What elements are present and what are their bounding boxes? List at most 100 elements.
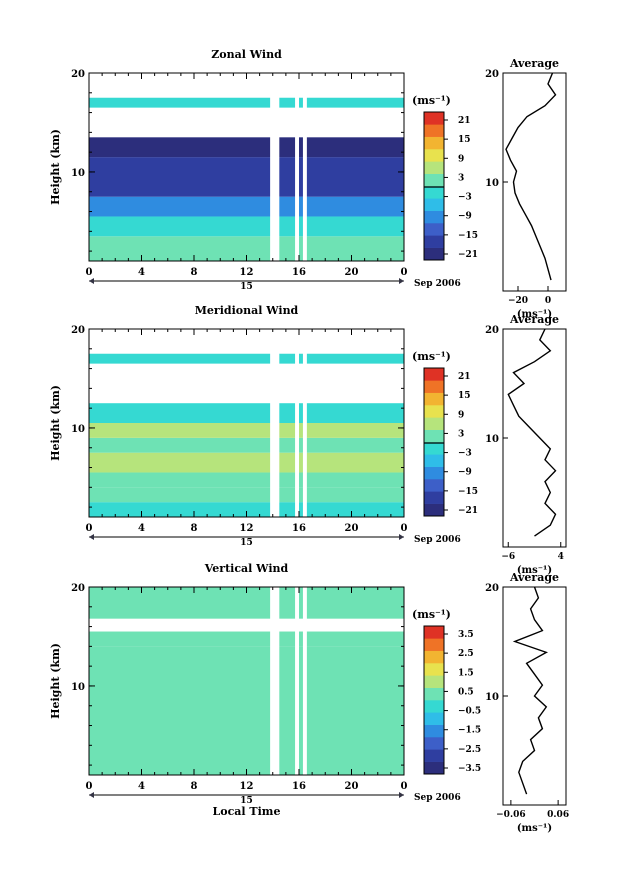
colorbar-tick-label: 9: [458, 410, 464, 420]
colorbar-unit-label: (ms⁻¹): [412, 350, 451, 363]
y-tick-label: 20: [71, 69, 85, 80]
x-tick-label: 20: [345, 523, 359, 534]
average-x-tick-label: 4: [558, 552, 564, 562]
data-gap: [302, 329, 307, 517]
colorbar-swatch: [424, 737, 444, 750]
colorbar-tick-label: 21: [458, 116, 471, 126]
y-tick-label: 20: [71, 583, 85, 594]
colorbar-swatch: [424, 112, 444, 125]
colorbar-swatch: [424, 161, 444, 174]
heatmap-layer: [89, 472, 404, 488]
panel-title: Vertical Wind: [204, 562, 289, 575]
data-gap: [302, 587, 307, 775]
y-axis-label: Height (km): [49, 129, 62, 205]
average-x-tick-label: −20: [508, 296, 528, 306]
average-x-axis-label: (ms⁻¹): [517, 823, 552, 834]
average-x-tick-label: 0.06: [547, 810, 569, 820]
colorbar-swatch: [424, 479, 444, 492]
colorbar-swatch: [424, 454, 444, 467]
colorbar-swatch: [424, 186, 444, 199]
x-tick-label: 20: [345, 267, 359, 278]
data-gap: [270, 329, 280, 517]
colorbar-swatch: [424, 442, 444, 455]
heatmap-layer: [89, 502, 404, 517]
heatmap-layer: [89, 137, 404, 158]
x-tick-label: 12: [240, 523, 254, 534]
day-label: 15: [240, 282, 253, 292]
colorbar-tick-label: 21: [458, 372, 471, 382]
colorbar-swatch: [424, 761, 444, 775]
x-tick-label: 16: [292, 781, 306, 792]
x-tick-label: 4: [138, 267, 145, 278]
colorbar-swatch: [424, 663, 444, 676]
y-tick-label: 20: [71, 325, 85, 336]
colorbar-swatch: [424, 235, 444, 248]
data-gap: [295, 73, 299, 261]
x-tick-label: 16: [292, 267, 306, 278]
y-tick-label: 10: [71, 168, 85, 179]
colorbar-tick-label: 9: [458, 154, 464, 164]
average-y-tick-label: 10: [485, 434, 499, 445]
colorbar-swatch: [424, 650, 444, 664]
colorbar-tick-label: −15: [458, 487, 478, 497]
colorbar-swatch: [424, 136, 444, 150]
y-tick-label: 10: [71, 682, 85, 693]
colorbar-swatch: [424, 368, 444, 381]
x-tick-label: 8: [191, 523, 198, 534]
day-label: 15: [240, 538, 253, 548]
date-label: Sep 2006: [414, 279, 461, 289]
average-title: Average: [509, 571, 559, 584]
panel-title: Zonal Wind: [211, 48, 282, 61]
colorbar-swatch: [424, 687, 444, 701]
x-tick-label: 0: [86, 781, 93, 792]
x-tick-label: 16: [292, 523, 306, 534]
average-y-tick-label: 10: [485, 178, 499, 189]
colorbar-swatch: [424, 749, 444, 762]
heatmap-layer: [89, 196, 404, 217]
colorbar-tick-label: −9: [458, 212, 472, 222]
x-tick-label: 0: [401, 523, 408, 534]
average-x-axis-label: (ms⁻¹): [517, 309, 552, 320]
average-x-tick-label: −0.06: [496, 810, 525, 820]
x-tick-label: 0: [401, 781, 408, 792]
heatmap-layer: [89, 403, 404, 423]
data-gap: [270, 73, 280, 261]
colorbar-tick-label: −15: [458, 231, 478, 241]
x-tick-label: 0: [86, 267, 93, 278]
colorbar-tick-label: −21: [458, 250, 478, 260]
colorbar-swatch: [424, 466, 444, 480]
colorbar-swatch: [424, 392, 444, 406]
colorbar-swatch: [424, 724, 444, 738]
x-tick-label: 8: [191, 267, 198, 278]
colorbar-swatch: [424, 429, 444, 443]
y-axis-label: Height (km): [49, 643, 62, 719]
colorbar-swatch: [424, 247, 444, 261]
colorbar-swatch: [424, 712, 444, 725]
colorbar-tick-label: −21: [458, 506, 478, 516]
colorbar-swatch: [424, 417, 444, 430]
colorbar-tick-label: 15: [458, 391, 471, 401]
average-x-tick-label: 0: [545, 296, 551, 306]
colorbar-tick-label: 3.5: [458, 630, 474, 640]
colorbar-swatch: [424, 638, 444, 651]
colorbar-tick-label: −3: [458, 449, 472, 459]
colorbar-frame: [423, 111, 445, 261]
colorbar-tick-label: −1.5: [458, 726, 481, 736]
y-axis-label: Height (km): [49, 385, 62, 461]
heatmap-layer: [89, 97, 404, 108]
heatmap-layer: [89, 487, 404, 503]
heatmap-layer: [89, 452, 404, 473]
average-profile-line: [507, 328, 557, 537]
average-frame: [502, 72, 567, 292]
colorbar-swatch: [424, 491, 444, 504]
colorbar-tick-label: 1.5: [458, 668, 474, 678]
x-tick-label: 4: [138, 781, 145, 792]
colorbar-swatch: [424, 210, 444, 224]
colorbar-tick-label: −3.5: [458, 764, 481, 774]
heatmap-layer: [89, 437, 404, 453]
colorbar-swatch: [424, 173, 444, 187]
heatmap-layer: [89, 353, 404, 364]
colorbar-tick-label: −9: [458, 468, 472, 478]
x-axis-label: Local Time: [213, 805, 281, 818]
